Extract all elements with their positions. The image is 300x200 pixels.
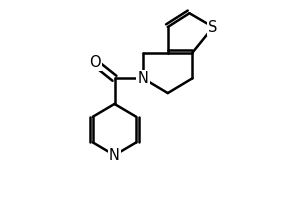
Text: S: S (208, 20, 218, 35)
Text: O: O (89, 55, 100, 70)
Text: N: N (138, 71, 148, 86)
Text: N: N (109, 148, 120, 163)
